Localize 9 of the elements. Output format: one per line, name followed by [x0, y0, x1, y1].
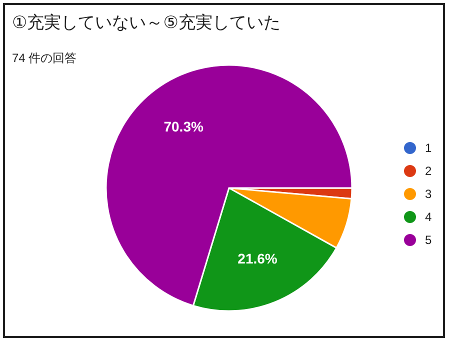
chart-title: ①充実していない～⑤充実していた — [12, 13, 280, 32]
data-label: 21.6% — [238, 250, 278, 267]
legend-label: 1 — [425, 141, 432, 155]
data-label: 70.3% — [164, 118, 204, 135]
legend-label: 2 — [425, 164, 432, 178]
legend-label: 5 — [425, 233, 432, 247]
legend-label: 4 — [425, 210, 432, 224]
legend-label: 3 — [425, 187, 432, 201]
chart-subtitle: 74 件の回答 — [12, 51, 77, 65]
